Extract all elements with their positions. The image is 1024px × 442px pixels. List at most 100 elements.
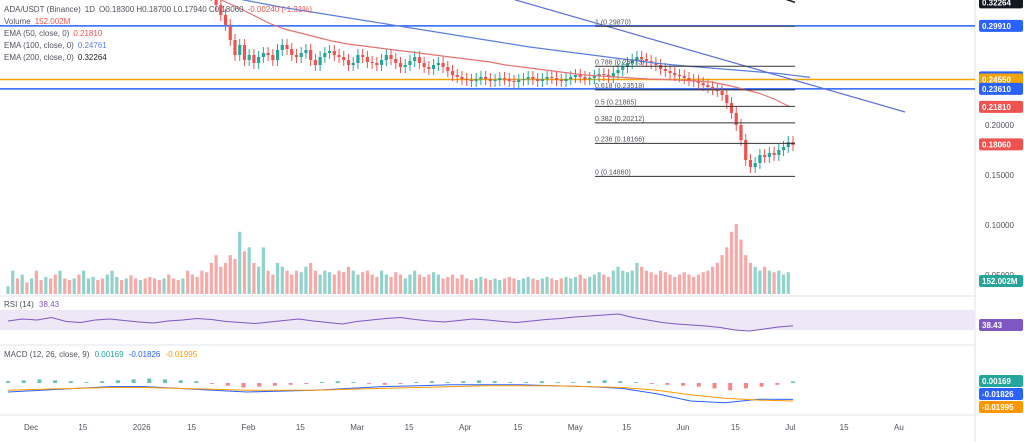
candle-body	[370, 62, 374, 63]
candle-body	[578, 75, 582, 77]
macd-histogram-bar	[163, 379, 167, 383]
candle-body	[252, 55, 256, 63]
candle-body	[446, 67, 450, 71]
candle-body	[550, 77, 554, 78]
volume-bar	[138, 280, 143, 294]
signal-line	[7, 385, 794, 402]
candle-body	[384, 55, 388, 60]
candle-body	[729, 103, 734, 113]
volume-bar	[356, 274, 360, 294]
volume-bar	[209, 262, 213, 294]
macd-histogram-bar	[210, 383, 215, 384]
volume-bar	[592, 274, 596, 294]
price-label: 0.29910	[982, 22, 1011, 31]
candle-body	[701, 83, 705, 85]
macd-histogram-bar	[728, 383, 733, 391]
volume-bar	[58, 270, 62, 294]
macd-histogram-bar	[602, 380, 607, 383]
candle-body	[526, 77, 530, 79]
volume-bar	[512, 278, 516, 294]
volume-bar	[379, 270, 384, 294]
volume-bar	[6, 286, 10, 294]
candle-body	[365, 57, 369, 62]
candle-body	[304, 50, 308, 53]
volume-bar	[734, 224, 738, 294]
volume-bar	[545, 276, 549, 294]
candle-body	[299, 53, 303, 57]
rsi-line	[7, 313, 794, 332]
candle-body	[275, 50, 280, 60]
macd-histogram-bar	[414, 382, 419, 383]
price-label-bg	[979, 138, 1023, 151]
volume-bar	[143, 278, 147, 294]
candle-body	[432, 65, 436, 69]
candle-body	[663, 69, 667, 71]
macd-histogram-bar	[712, 383, 717, 389]
volume-bar	[488, 280, 492, 294]
change-value: -0.00240 (-1.31%)	[247, 5, 313, 14]
candle-body	[228, 25, 232, 40]
candle-body	[687, 78, 691, 80]
macd-histogram-bar	[508, 382, 513, 383]
x-tick-label: 15	[405, 423, 414, 432]
macd-histogram-bar	[335, 381, 340, 383]
volume-bar	[15, 278, 20, 294]
volume-bar	[569, 278, 573, 294]
volume-bar	[729, 231, 734, 294]
macd-value-label: 0.00169	[982, 377, 1011, 386]
x-tick-label: 15	[78, 423, 87, 432]
volume-bar	[630, 270, 634, 294]
macd-histogram-bar	[743, 383, 748, 389]
volume-bar	[531, 278, 535, 294]
x-tick-label: 15	[731, 423, 740, 432]
price-tick-label: 0.20000	[985, 121, 1014, 130]
chart-legend: ADA/USDT (Binance) 1D O0.18300 H0.18700 …	[4, 4, 312, 64]
volume-bar	[465, 278, 469, 294]
x-tick-label: 15	[187, 423, 196, 432]
candle-body	[266, 53, 270, 55]
candle-body	[294, 55, 299, 57]
price-tick-label: 0.15000	[985, 171, 1014, 180]
volume-bar	[725, 247, 729, 294]
candle-body	[323, 53, 327, 57]
volume-bar	[394, 272, 398, 294]
volume-bar	[86, 278, 90, 294]
macd-histogram-bar	[429, 381, 434, 383]
rsi-label: RSI (14)	[4, 300, 34, 309]
macd-histogram-bar	[53, 380, 58, 383]
macd-line	[7, 384, 794, 404]
volume-bar	[644, 270, 649, 294]
volume-bar	[370, 274, 374, 294]
volume-bar	[559, 278, 563, 294]
macd-histogram-bar	[272, 383, 277, 386]
macd-histogram-bar	[524, 382, 529, 383]
volume-bar	[682, 272, 686, 294]
volume-bar	[186, 270, 190, 294]
candle-body	[346, 60, 351, 65]
volume-bar	[214, 255, 218, 294]
candle-body	[767, 153, 771, 157]
volume-bar	[398, 274, 403, 294]
volume-bar	[450, 274, 455, 294]
volume-bar	[30, 278, 34, 294]
volume-bar	[502, 278, 507, 294]
candle-body	[417, 57, 422, 63]
volume-bar	[436, 274, 440, 294]
candle-body	[479, 77, 483, 79]
volume-bar	[96, 280, 100, 294]
candle-body	[588, 78, 592, 79]
volume-bar	[313, 270, 317, 294]
fib-level-label: 0.618 (0.23518)	[595, 83, 644, 90]
price-label: 0.24550	[982, 76, 1011, 85]
volume-bar	[711, 266, 715, 294]
fib-level-label: 0 (0.14860)	[595, 169, 631, 176]
macd-histogram-bar	[477, 380, 481, 383]
macd-histogram-bar	[696, 383, 701, 387]
macd-histogram-bar	[68, 381, 73, 383]
volume-bar	[280, 266, 284, 294]
volume-bar	[124, 278, 128, 294]
candle-body	[517, 80, 521, 82]
candle-body	[554, 78, 559, 80]
macd-histogram-bar	[100, 381, 105, 383]
